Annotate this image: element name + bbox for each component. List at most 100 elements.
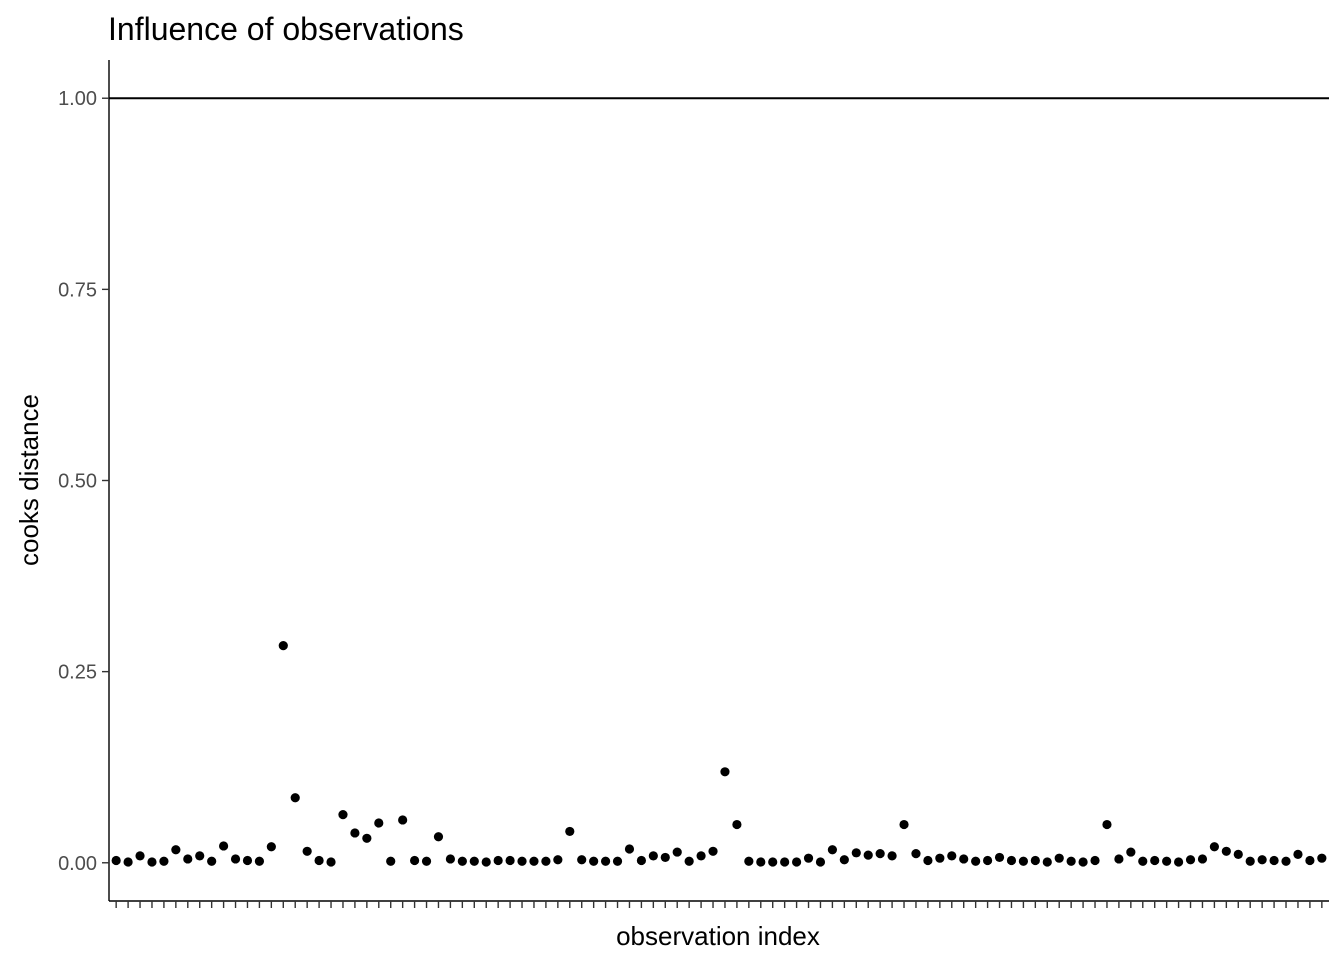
data-point [732,819,742,830]
data-point [1269,855,1279,866]
data-point [577,855,587,865]
data-point [1066,856,1076,866]
data-point [1042,857,1052,867]
data-point [242,855,253,866]
data-point [374,818,384,828]
data-point [1030,855,1040,866]
data-point [1185,855,1196,865]
data-point [493,855,503,866]
data-point [147,857,157,867]
data-point [696,851,706,861]
data-point [1126,847,1136,857]
data-point [421,856,432,866]
data-point [350,828,360,838]
data-point [935,853,945,863]
chart-title: Influence of observations [108,11,464,47]
data-point [159,856,169,866]
data-point [815,857,826,867]
data-point [982,855,993,866]
data-point [1090,855,1100,866]
data-point [803,853,814,863]
data-point [338,810,348,820]
data-point [827,845,838,855]
data-point [517,856,527,866]
data-point [708,846,718,856]
data-point [744,856,754,866]
data-point [660,852,670,863]
data-point [171,845,181,855]
data-point [207,856,217,866]
data-point [195,851,205,861]
data-point [1114,854,1124,864]
data-point [457,856,467,866]
data-point [505,855,515,866]
data-point [994,852,1005,863]
y-axis-title: cooks distance [14,394,44,566]
y-tick-label: 0.25 [58,662,97,684]
data-point [135,851,145,861]
data-point [326,857,336,867]
data-point [409,855,420,866]
data-point [1018,856,1029,866]
data-point [445,854,456,864]
data-point [314,855,324,866]
data-point [1054,853,1064,863]
data-point [768,857,778,867]
data-point [684,856,694,866]
data-point [1197,854,1208,864]
data-point [433,832,444,842]
data-point [1257,855,1267,865]
data-point [541,856,551,866]
data-point [1233,849,1243,859]
data-point [947,851,957,861]
x-axis-title: observation index [616,921,820,951]
data-point [648,851,658,861]
data-point [911,848,921,859]
data-point [636,855,647,866]
data-point [529,856,539,866]
data-point [218,841,229,851]
data-point [362,833,372,843]
data-point [672,847,682,857]
data-points [111,641,1327,867]
data-point [887,851,897,861]
data-point [1138,856,1148,866]
data-point [1281,856,1291,866]
data-point [469,856,479,866]
data-point [111,855,121,866]
data-point [851,848,861,858]
data-point [612,856,623,866]
data-point [589,856,599,866]
data-point [123,857,133,867]
data-point [971,856,981,866]
data-point [1173,857,1184,867]
data-point [959,854,969,864]
data-point [1317,853,1327,863]
data-point [481,857,491,867]
data-point [254,856,265,866]
y-tick-label: 0.00 [58,853,97,875]
data-point [863,850,873,860]
data-point [839,855,849,865]
data-point [278,641,288,651]
data-point [266,842,276,852]
data-point [398,815,408,825]
data-point [791,857,802,867]
data-point [230,854,241,864]
data-point [1209,842,1220,852]
data-point [1150,855,1160,866]
data-point [1293,849,1303,859]
data-point [756,857,766,867]
y-tick-label: 1.00 [58,88,97,110]
data-point [1221,846,1231,856]
data-point [1102,819,1112,830]
x-axis [109,900,1329,908]
data-point [1162,856,1172,866]
data-point [624,844,635,854]
y-tick-label: 0.50 [58,471,97,493]
data-point [1305,855,1315,866]
data-point [1006,855,1017,866]
data-point [780,857,790,867]
data-point [565,826,575,837]
data-point [553,855,563,865]
